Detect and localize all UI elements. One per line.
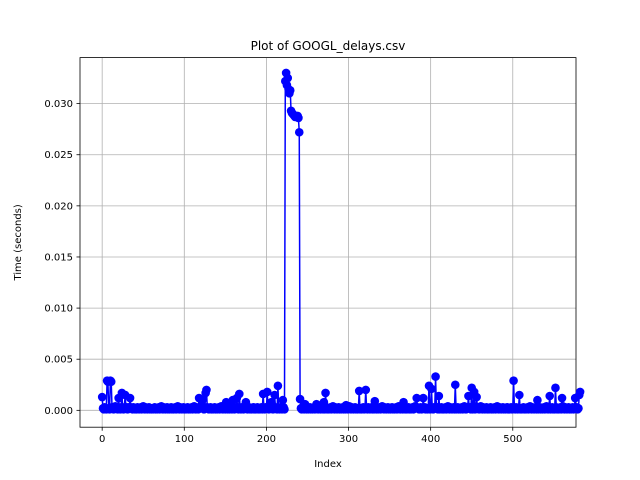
data-point	[450, 380, 460, 390]
x-tick-label: 100	[175, 434, 194, 445]
data-point	[278, 395, 288, 405]
data-point	[198, 395, 207, 405]
data-point	[294, 113, 303, 123]
data-point	[321, 388, 330, 398]
data-point	[97, 392, 107, 402]
data-point	[270, 390, 279, 400]
x-tick-label: 200	[257, 434, 276, 445]
y-tick-label: 0.020	[44, 201, 73, 212]
data-point	[557, 393, 567, 403]
data-point	[285, 86, 295, 95]
data-point	[273, 381, 283, 391]
data-point	[125, 393, 135, 403]
x-tick-label: 500	[503, 434, 522, 445]
data-point	[354, 386, 364, 396]
y-tick-label: 0.005	[44, 355, 73, 366]
data-point	[418, 393, 428, 403]
data-point	[431, 372, 440, 381]
x-axis-label: Index	[314, 459, 342, 470]
chart-title: Plot of GOOGL_delays.csv	[251, 39, 406, 53]
series-0	[97, 68, 585, 414]
data-point	[262, 387, 272, 397]
plot-area	[79, 57, 577, 428]
data-point	[280, 405, 289, 414]
axis-ticks: 0 100 200 300 400 500 0.000 0.005 0.010 0.015 0.02…	[44, 99, 522, 445]
data-point	[575, 387, 585, 397]
data-point	[106, 377, 116, 387]
data-point	[551, 383, 560, 393]
y-tick-label: 0.025	[44, 150, 73, 161]
y-tick-label: 0.015	[44, 252, 73, 263]
data-point	[509, 376, 518, 385]
data-point	[434, 391, 444, 401]
data-point	[472, 392, 481, 402]
data-point	[427, 384, 436, 394]
y-tick-label: 0.030	[44, 99, 73, 110]
data-point	[283, 73, 293, 83]
y-axis-label: Time (seconds)	[13, 204, 24, 281]
data-point	[412, 393, 421, 403]
y-tick-label: 0.010	[44, 304, 73, 315]
data-point	[533, 395, 542, 405]
data-point	[574, 403, 583, 413]
data-point	[235, 389, 244, 399]
data-point	[294, 127, 304, 137]
data-point	[202, 385, 211, 395]
x-tick-label: 300	[339, 434, 358, 445]
data-point	[361, 385, 371, 395]
data-point	[545, 391, 555, 401]
x-tick-label: 0	[99, 434, 105, 445]
x-tick-label: 400	[421, 434, 440, 445]
grid	[80, 57, 576, 428]
data-point	[515, 390, 524, 400]
y-tick-label: 0.000	[44, 406, 73, 417]
